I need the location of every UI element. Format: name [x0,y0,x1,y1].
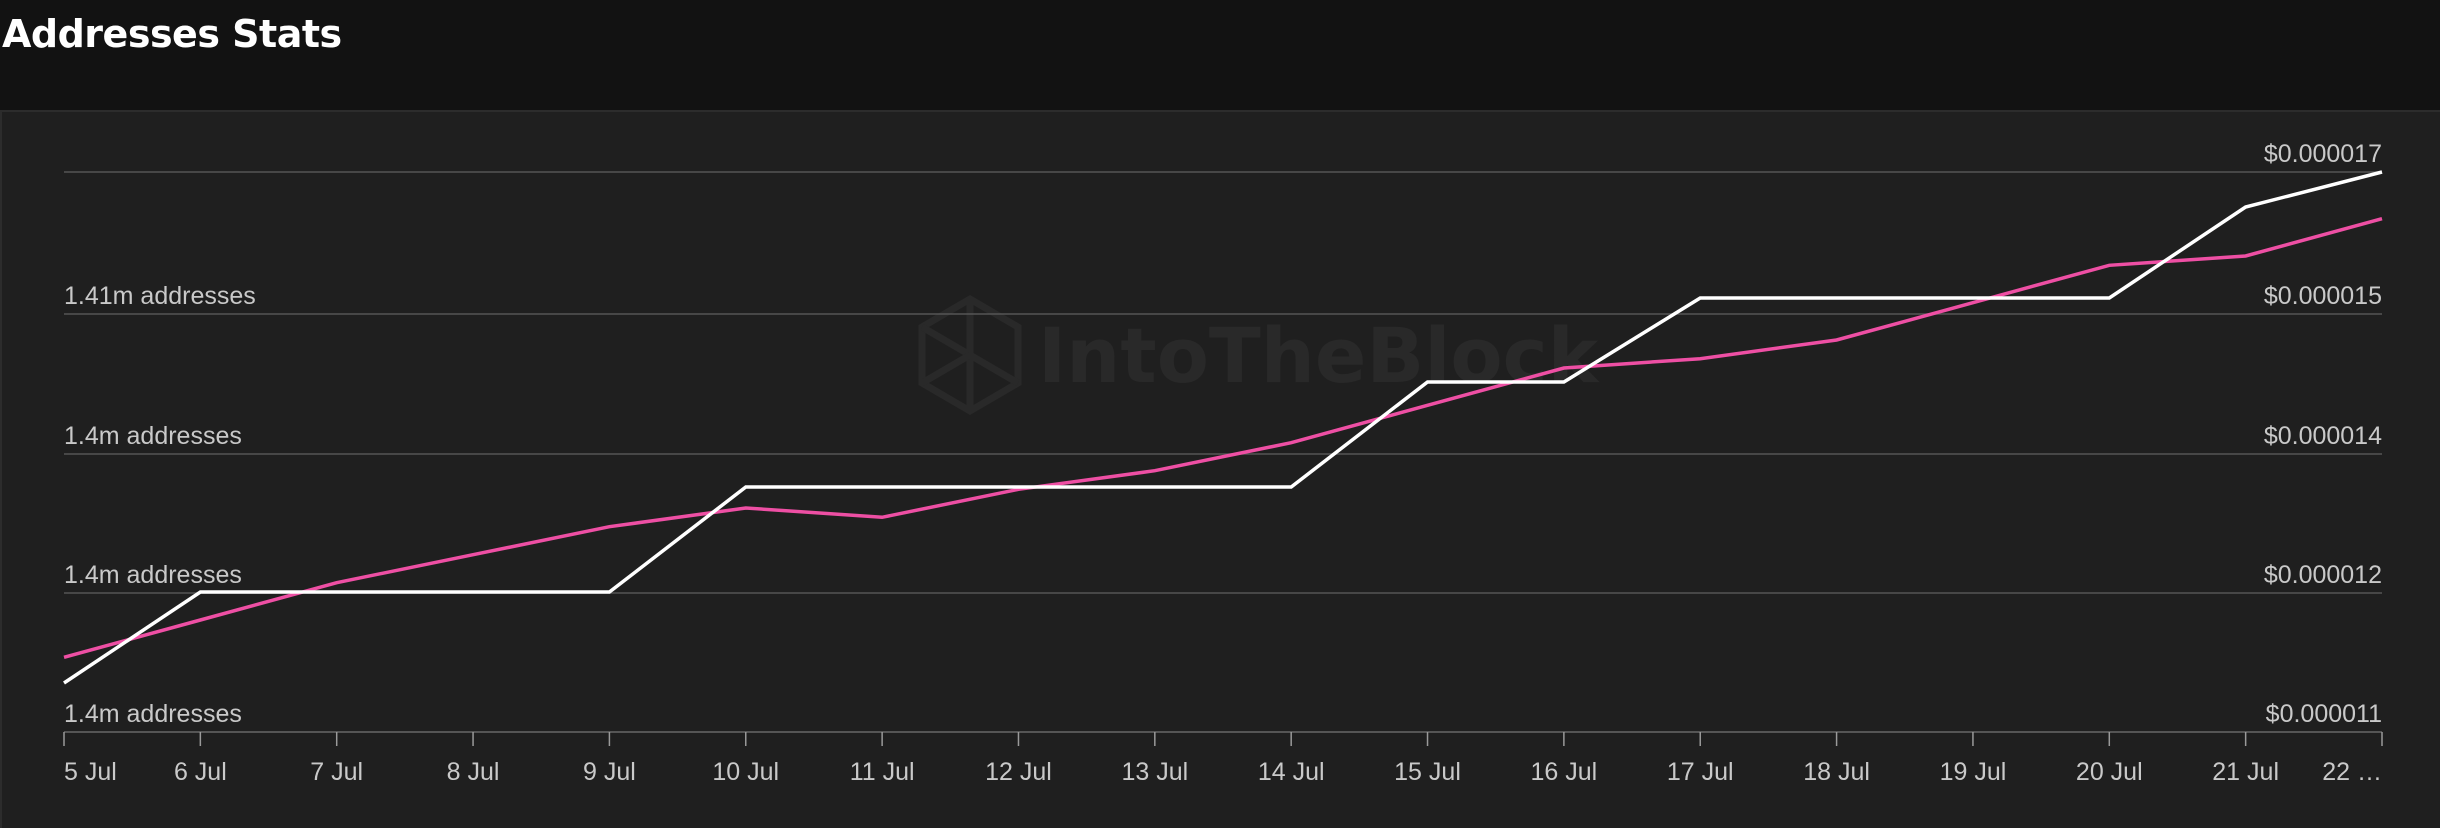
x-axis-tick-label: 5 Jul [64,758,117,786]
x-axis-tick-label: 20 Jul [2076,758,2143,786]
right-axis-tick-label: $0.000011 [2266,700,2382,728]
x-axis-tick-label: 6 Jul [174,758,227,786]
x-axis: 5 Jul 6 Jul 7 Jul 8 Jul 9 Jul 10 Jul 11 Jul 12 … [63,732,2383,786]
left-axis-tick-label: 1.4m addresses [64,422,242,450]
x-axis-tick-label: 15 Jul [1394,758,1461,786]
x-axis-tick-label: 18 Jul [1803,758,1870,786]
header: Addresses Stats [0,0,2440,110]
x-axis-tick-label: 13 Jul [1121,758,1188,786]
x-axis-tick-label: 8 Jul [447,758,500,786]
right-axis-tick-label: $0.000015 [2264,282,2382,310]
x-axis-tick-label: 19 Jul [1940,758,2007,786]
addresses-price-chart: IntoTheBlock 5 Jul 6 Jul 7 Jul 8 Jul 9 Jul 10… [63,140,2383,786]
x-axis-tick-label: 16 Jul [1531,758,1598,786]
chart-panel: IntoTheBlock 5 Jul 6 Jul 7 Jul 8 Jul 9 Jul 10… [0,110,2440,828]
watermark-logo-icon [918,294,1022,416]
series-group [63,170,2383,685]
right-axis-tick-label: $0.000017 [2264,140,2382,168]
page-title: Addresses Stats [2,12,342,56]
x-axis-tick-label: 22 … [2322,758,2382,786]
x-axis-tick-label: 11 Jul [850,758,915,786]
x-axis-tick-label: 17 Jul [1667,758,1734,786]
right-axis: $0.000011 $0.000012 $0.000014 $0.000015 $0.0… [2264,140,2382,728]
right-axis-tick-label: $0.000012 [2264,561,2382,589]
left-axis-tick-label: 1.4m addresses [64,561,242,589]
left-axis: 1.4m addresses 1.4m addresses 1.4m address… [64,282,256,728]
x-axis-tick-label: 9 Jul [583,758,636,786]
x-axis-tick-label: 21 Jul [2212,758,2279,786]
x-axis-tick-label: 7 Jul [310,758,363,786]
left-axis-tick-label: 1.4m addresses [64,700,242,728]
left-axis-tick-label: 1.41m addresses [64,282,256,310]
x-axis-tick-label: 14 Jul [1258,758,1325,786]
addresses-series-line [63,170,2383,685]
watermark: IntoTheBlock [918,294,1600,416]
x-axis-tick-label: 12 Jul [985,758,1052,786]
watermark-text: IntoTheBlock [1038,311,1600,400]
x-axis-tick-label: 10 Jul [712,758,779,786]
right-axis-tick-label: $0.000014 [2264,422,2382,450]
grid [64,171,2382,733]
